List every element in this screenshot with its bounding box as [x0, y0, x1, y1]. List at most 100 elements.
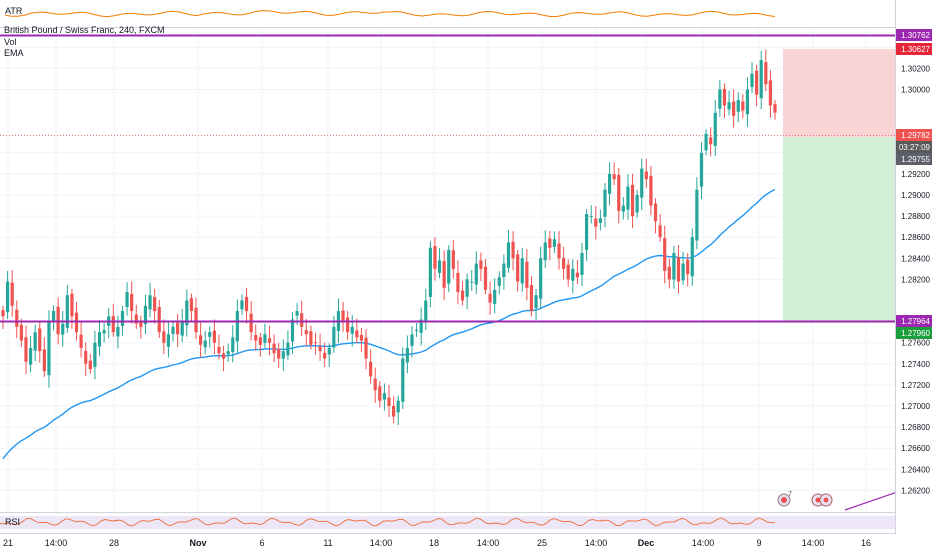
candle-body [663, 238, 667, 271]
legend-ema: EMA [4, 48, 24, 58]
candle-body [93, 342, 97, 367]
candle-body [543, 242, 547, 261]
time-tick-label: 14:00 [692, 538, 715, 548]
candle-body [51, 311, 56, 323]
candle-body [626, 186, 630, 210]
candle-body [286, 342, 290, 356]
candle-body [428, 247, 432, 297]
price-tick-label: 1.28400 [901, 254, 930, 263]
candle-body [594, 218, 598, 227]
candle-body [575, 272, 580, 278]
candle-body [493, 289, 497, 304]
candle-body [529, 285, 534, 312]
time-tick-label: 14:00 [45, 538, 68, 548]
candle-body [534, 295, 538, 309]
candle-body [313, 342, 318, 344]
candle-body [686, 259, 690, 275]
candle-body [732, 101, 736, 116]
candle-body [208, 332, 212, 337]
price-tick-label: 1.26800 [901, 423, 930, 432]
time-tick-label: Dec [638, 538, 655, 548]
candle-body [768, 80, 773, 106]
candle-body [727, 102, 731, 110]
candle-body [410, 334, 414, 346]
candle-body [327, 347, 331, 355]
price-tag-current: 1.29755 [896, 153, 932, 165]
candle-body [483, 266, 488, 290]
chart-title: British Pound / Swiss Franc, 240, FXCM [4, 25, 165, 35]
price-tick-label: 1.30200 [901, 64, 930, 73]
candle-body [676, 257, 681, 282]
candle-body [244, 296, 249, 312]
candle-body [332, 326, 336, 348]
candle-body [162, 331, 166, 343]
time-axis[interactable]: 21 14:00 28 Nov 6 11 14:00 18 14:00 25 14:00 Dec 14:… [3, 538, 871, 548]
candle-body [88, 360, 92, 370]
candle-body [346, 317, 350, 333]
candle-body [125, 292, 129, 308]
candles [1, 49, 777, 426]
svg-text:1.27964: 1.27964 [901, 317, 930, 326]
candle-body [97, 332, 102, 347]
candle-body [566, 264, 570, 280]
candle-body [42, 349, 46, 372]
candle-body [516, 254, 520, 282]
price-tick-label: 1.26400 [901, 465, 930, 474]
candle-body [414, 330, 419, 332]
candle-body [180, 321, 184, 336]
candle-body [704, 133, 708, 151]
candle-body [373, 378, 377, 391]
candle-body [672, 253, 676, 280]
candle-body [116, 326, 120, 337]
candle-body [773, 104, 777, 113]
candle-body [176, 322, 180, 335]
candle-body [24, 337, 28, 362]
legend-vol: Vol [4, 37, 17, 47]
price-tick-label: 1.26600 [901, 444, 930, 453]
candle-body [341, 310, 345, 322]
candle-body [713, 112, 717, 146]
rsi-band [0, 516, 895, 529]
candle-body [506, 242, 511, 268]
candle-body [221, 353, 226, 359]
candle-body [235, 311, 239, 342]
event-icon-flags[interactable] [811, 493, 833, 507]
price-tick-label: 1.28600 [901, 233, 930, 242]
candle-body [584, 213, 589, 250]
candle-body [355, 330, 359, 338]
price-axis[interactable] [895, 0, 932, 534]
candle-body [479, 260, 483, 269]
candle-body [84, 351, 88, 364]
time-tick-label: Nov [189, 538, 206, 548]
candle-body [433, 246, 437, 269]
svg-text:1.29782: 1.29782 [901, 131, 930, 140]
time-tick-label: 21 [3, 538, 13, 548]
candle-body [263, 334, 267, 343]
time-tick-label: 28 [109, 538, 119, 548]
candle-body [502, 263, 506, 278]
candle-body [290, 319, 295, 342]
candle-body [267, 338, 272, 343]
candle-body [690, 237, 694, 277]
candle-body [456, 272, 460, 293]
price-tick-label: 1.27200 [901, 381, 930, 390]
svg-text:03:27:09: 03:27:09 [899, 143, 931, 152]
candle-body [630, 184, 635, 217]
candle-body [300, 313, 304, 327]
price-tag-stop: 1.30627 [896, 43, 932, 55]
event-icon-dividend[interactable]: 7 [777, 491, 792, 507]
candle-body [750, 73, 754, 87]
rsi-label: RSI [5, 517, 20, 527]
candle-body [47, 321, 51, 376]
price-tick-labels: 1.304001.302001.300001.294001.292001.290… [901, 43, 930, 495]
candle-body [437, 260, 442, 273]
candle-body [212, 330, 216, 343]
candle-body [562, 258, 566, 269]
candle-body [139, 320, 143, 327]
candle-body [699, 152, 704, 187]
candle-body [419, 319, 423, 333]
candle-body [759, 59, 763, 99]
candle-body [667, 266, 671, 280]
time-tick-label: 11 [323, 538, 332, 548]
